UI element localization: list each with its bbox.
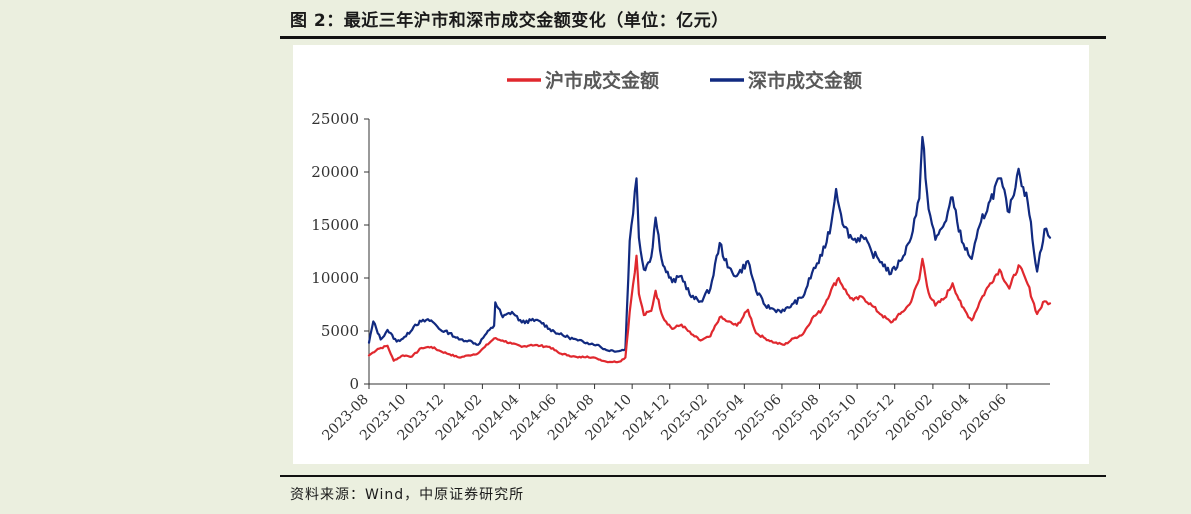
chart-legend: 沪市成交金额 深市成交金额 <box>507 69 862 92</box>
y-tick-label: 15000 <box>311 216 359 234</box>
legend-label-sh: 沪市成交金额 <box>545 69 659 92</box>
chart-panel: 沪市成交金额 深市成交金额 0 5000 10000 15000 20000 25000 … <box>293 45 1089 464</box>
series-layer <box>367 135 1052 364</box>
title-rule <box>280 36 1106 39</box>
source-note: 资料来源：Wind，中原证券研究所 <box>290 487 525 503</box>
y-tick-label: 10000 <box>311 269 359 287</box>
series-line-sz <box>367 135 1052 353</box>
line-chart: 沪市成交金额 深市成交金额 0500010000150002000025000 … <box>311 69 1052 444</box>
y-tick-label: 0 <box>349 375 359 393</box>
series-line-sh <box>367 254 1052 364</box>
y-tick-label: 20000 <box>311 163 359 181</box>
figure-title: 图 2：最近三年沪市和深市成交金额变化（单位：亿元） <box>290 11 729 31</box>
y-tick-label: 5000 <box>321 322 359 340</box>
x-axis: 2023-082023-102023-122024-022024-042024-… <box>319 383 1050 444</box>
y-tick-label: 25000 <box>311 110 359 128</box>
source-rule <box>280 475 1106 477</box>
y-axis: 0 5000 10000 15000 20000 25000 <box>311 110 370 393</box>
legend-label-sz: 深市成交金额 <box>748 69 862 92</box>
